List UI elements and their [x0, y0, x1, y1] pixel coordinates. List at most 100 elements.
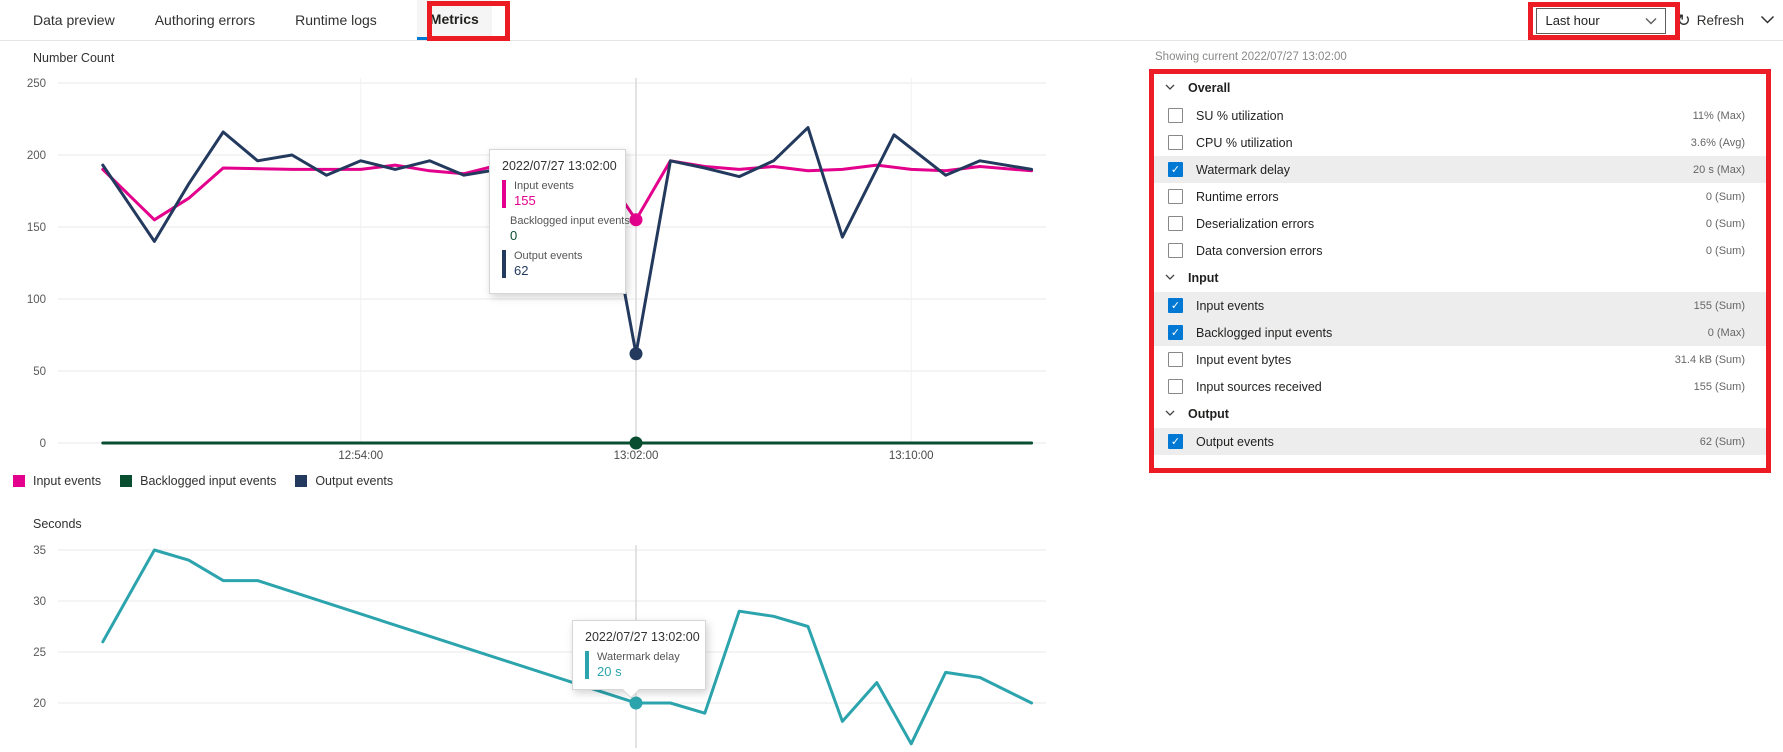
metric-section-output[interactable]: Output: [1154, 400, 1767, 428]
tooltip-entry-value: 20 s: [597, 664, 622, 679]
checkbox-checked[interactable]: ✓: [1168, 162, 1183, 177]
metric-row-input-event-bytes[interactable]: Input event bytes 31.4 kB (Sum): [1154, 346, 1767, 373]
metric-label: Runtime errors: [1196, 189, 1279, 204]
tooltip-entry-label: Watermark delay: [597, 651, 680, 663]
metric-row-input-events[interactable]: ✓ Input events 155 (Sum): [1154, 292, 1767, 319]
chevron-down-icon: [1164, 81, 1176, 96]
time-range-value: Last hour: [1545, 13, 1600, 28]
checkbox[interactable]: [1168, 135, 1183, 150]
metric-label: Data conversion errors: [1196, 243, 1323, 258]
section-label: Input: [1188, 271, 1219, 285]
metric-row-watermark-delay[interactable]: ✓ Watermark delay 20 s (Max): [1154, 156, 1767, 183]
metric-label: Input sources received: [1196, 379, 1322, 394]
refresh-button[interactable]: ↻ Refresh: [1676, 12, 1744, 29]
tooltip-entry-value: 62: [514, 263, 529, 278]
metric-value: 3.6% (Avg): [1690, 136, 1745, 149]
tab-runtime-logs[interactable]: Runtime logs: [295, 12, 377, 28]
metric-row-runtime-errors[interactable]: Runtime errors 0 (Sum): [1154, 183, 1767, 210]
svg-text:150: 150: [27, 222, 46, 234]
checkbox[interactable]: [1168, 216, 1183, 231]
time-range-select[interactable]: Last hour: [1536, 7, 1667, 34]
metric-value: 0 (Sum): [1705, 217, 1745, 230]
chart1-legend: Input events Backlogged input events Outpu…: [13, 474, 393, 488]
showing-current-label: Showing current 2022/07/27 13:02:00: [1155, 51, 1347, 63]
svg-text:25: 25: [33, 647, 46, 659]
checkbox-checked[interactable]: ✓: [1168, 298, 1183, 313]
svg-text:200: 200: [27, 150, 46, 162]
metric-label: Deserialization errors: [1196, 216, 1315, 231]
chevron-down-icon: [1164, 407, 1176, 422]
metric-row-su-utilization[interactable]: SU % utilization 11% (Max): [1154, 102, 1767, 129]
toolbar-expand-chevron-icon[interactable]: [1760, 12, 1775, 30]
tooltip-entry-output-events: Output events 62: [502, 250, 613, 278]
metric-value: 155 (Sum): [1693, 380, 1745, 393]
metric-label: Output events: [1196, 434, 1274, 449]
series-color-bar: [502, 250, 506, 278]
metric-value: 0 (Sum): [1705, 244, 1745, 257]
checkbox[interactable]: [1168, 243, 1183, 258]
toolbar: Last hour ↻ Refresh: [1536, 0, 1775, 41]
metric-label: CPU % utilization: [1196, 135, 1293, 150]
svg-text:100: 100: [27, 294, 46, 306]
metric-label: Backlogged input events: [1196, 325, 1333, 340]
metric-value: 31.4 kB (Sum): [1674, 353, 1745, 366]
metric-row-backlogged-input-events[interactable]: ✓ Backlogged input events 0 (Max): [1154, 319, 1767, 346]
tooltip-entry-input-events: Input events 155: [502, 180, 613, 208]
metric-section-input[interactable]: Input: [1154, 264, 1767, 292]
metric-value: 155 (Sum): [1693, 299, 1745, 312]
chevron-down-icon: [1645, 13, 1657, 28]
metric-label: Input events: [1196, 298, 1265, 313]
metric-row-output-events[interactable]: ✓ Output events 62 (Sum): [1154, 428, 1767, 455]
checkbox[interactable]: [1168, 189, 1183, 204]
chart2-tooltip: 2022/07/27 13:02:00 Watermark delay 20 s: [572, 620, 706, 699]
metric-label: Input event bytes: [1196, 352, 1292, 367]
metric-row-cpu-utilization[interactable]: CPU % utilization 3.6% (Avg): [1154, 129, 1767, 156]
chevron-down-icon: [1164, 271, 1176, 286]
metric-value: 11% (Max): [1692, 109, 1745, 122]
tooltip-entry-label: Output events: [514, 250, 583, 262]
metric-row-deserialization-errors[interactable]: Deserialization errors 0 (Sum): [1154, 210, 1767, 237]
tooltip-entry-backlogged-input-events: Backlogged input events 0: [502, 215, 630, 243]
svg-text:35: 35: [33, 545, 46, 557]
series-color-bar: [502, 180, 506, 208]
metric-value: 20 s (Max): [1693, 163, 1745, 176]
svg-text:250: 250: [27, 78, 46, 90]
metric-row-input-sources-received[interactable]: Input sources received 155 (Sum): [1154, 373, 1767, 400]
section-label: Output: [1188, 407, 1229, 421]
legend-item-input-events: Input events: [13, 474, 101, 488]
svg-text:0: 0: [40, 438, 46, 450]
legend-swatch: [120, 475, 133, 487]
metric-row-data-conversion-errors[interactable]: Data conversion errors 0 (Sum): [1154, 237, 1767, 264]
refresh-label: Refresh: [1696, 13, 1744, 28]
legend-label: Output events: [315, 474, 394, 488]
tooltip-entries: Input events 155 Backlogged input events 0 O…: [502, 180, 630, 278]
seconds-chart[interactable]: 20 25 30 35: [0, 535, 1783, 752]
checkbox[interactable]: [1168, 352, 1183, 367]
metric-section-overall[interactable]: Overall: [1154, 74, 1767, 102]
svg-text:50: 50: [33, 366, 46, 378]
tooltip-entry-value: 155: [514, 193, 536, 208]
tooltip-entries: Watermark delay 20 s: [585, 651, 693, 679]
svg-text:13:10:00: 13:10:00: [889, 450, 934, 462]
checkbox[interactable]: [1168, 108, 1183, 123]
chart1-tooltip: 2022/07/27 13:02:00 Input events 155 Backl…: [489, 149, 630, 294]
refresh-icon: ↻: [1676, 11, 1691, 30]
svg-text:30: 30: [33, 596, 46, 608]
metric-label: SU % utilization: [1196, 108, 1284, 123]
tab-metrics[interactable]: Metrics: [416, 0, 492, 40]
checkbox[interactable]: [1168, 379, 1183, 394]
metric-value: 0 (Max): [1707, 326, 1745, 339]
checkbox-checked[interactable]: ✓: [1168, 434, 1183, 449]
svg-text:20: 20: [33, 698, 46, 710]
metric-value: 0 (Sum): [1705, 190, 1745, 203]
tab-data-preview[interactable]: Data preview: [33, 12, 115, 28]
legend-swatch: [295, 475, 308, 487]
legend-swatch: [13, 475, 25, 487]
checkbox-checked[interactable]: ✓: [1168, 325, 1183, 340]
tooltip-entry-value: 0: [510, 228, 518, 243]
chart1-title: Number Count: [33, 51, 115, 65]
legend-item-output-events: Output events: [295, 474, 393, 488]
series-color-bar: [585, 651, 589, 679]
tab-authoring-errors[interactable]: Authoring errors: [154, 12, 256, 28]
